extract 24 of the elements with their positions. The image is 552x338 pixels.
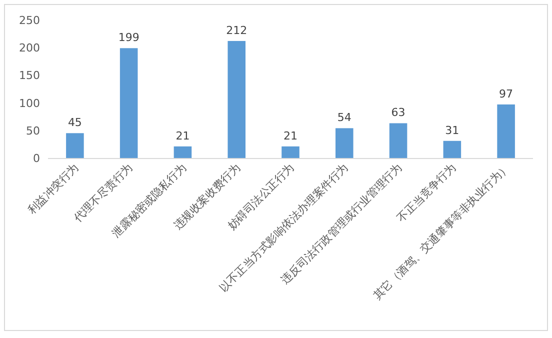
data-label: 21 xyxy=(284,129,298,142)
data-label: 97 xyxy=(499,87,514,100)
bar xyxy=(497,104,515,158)
data-label: 21 xyxy=(176,129,190,142)
y-tick-label: 250 xyxy=(19,14,40,27)
y-tick-label: 0 xyxy=(33,152,40,165)
bar xyxy=(66,133,84,158)
data-label: 199 xyxy=(118,31,140,44)
data-label: 45 xyxy=(68,116,82,130)
y-tick-label: 50 xyxy=(26,124,40,138)
bar xyxy=(228,40,246,158)
y-tick-label: 200 xyxy=(19,42,40,55)
bar xyxy=(120,48,138,158)
y-tick-label: 150 xyxy=(19,69,40,82)
bar xyxy=(174,146,192,158)
bar xyxy=(335,128,354,158)
y-tick-label: 100 xyxy=(19,96,40,110)
bar xyxy=(282,146,300,158)
bar xyxy=(443,140,462,158)
data-label: 31 xyxy=(445,124,460,137)
bar xyxy=(389,123,408,158)
data-label: 212 xyxy=(226,24,248,37)
data-label: 63 xyxy=(391,106,406,120)
data-label: 54 xyxy=(337,111,352,124)
